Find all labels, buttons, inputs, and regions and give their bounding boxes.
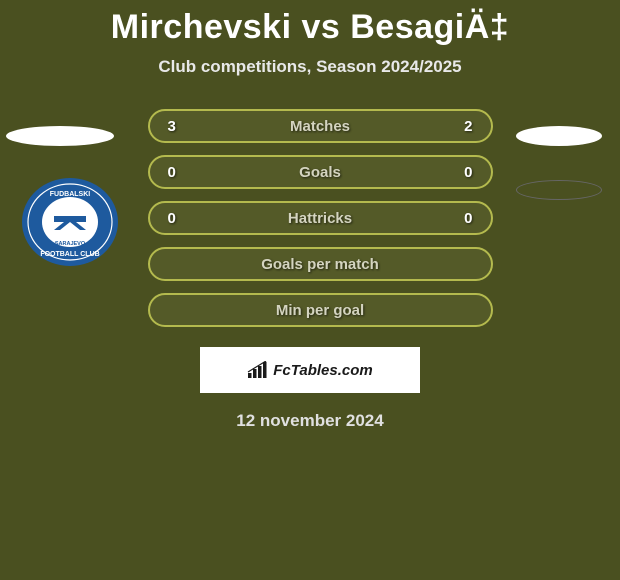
badge-mid-text: SARAJEVO — [55, 241, 86, 247]
stat-label: Min per goal — [168, 302, 473, 319]
badge-bottom-text: FOOTBALL CLUB — [40, 251, 99, 258]
stat-right-value: 2 — [464, 118, 472, 135]
stat-label: Hattricks — [288, 210, 352, 227]
stat-right-value: 0 — [464, 210, 472, 227]
chart-icon — [247, 361, 269, 379]
footer-brand-text: FcTables.com — [273, 362, 372, 379]
stat-label: Goals per match — [168, 256, 473, 273]
stat-left-value: 0 — [168, 164, 176, 181]
badge-top-text: FUDBALSKI — [50, 191, 90, 198]
stat-right-value: 0 — [464, 164, 472, 181]
stat-row-hattricks: 0 Hattricks 0 — [148, 201, 493, 235]
stat-row-goals: 0 Goals 0 — [148, 155, 493, 189]
stat-label: Matches — [290, 118, 350, 135]
right-player-badge-2 — [516, 180, 602, 200]
stat-row-goals-per-match: Goals per match — [148, 247, 493, 281]
stat-left-value: 0 — [168, 210, 176, 227]
stat-row-min-per-goal: Min per goal — [148, 293, 493, 327]
stat-left-value: 3 — [168, 118, 176, 135]
right-player-badge — [516, 126, 602, 146]
stat-label: Goals — [299, 164, 341, 181]
subtitle: Club competitions, Season 2024/2025 — [0, 57, 620, 77]
stats-container: 3 Matches 2 0 Goals 0 0 Hattricks 0 Goal… — [148, 109, 493, 327]
club-badge-icon: FUDBALSKI SARAJEVO FOOTBALL CLUB — [20, 178, 120, 266]
footer-brand-box: FcTables.com — [200, 347, 420, 393]
date-text: 12 november 2024 — [0, 411, 620, 431]
page-title: Mirchevski vs BesagiÄ‡ — [0, 0, 620, 47]
stat-row-matches: 3 Matches 2 — [148, 109, 493, 143]
left-player-badge — [6, 126, 114, 146]
